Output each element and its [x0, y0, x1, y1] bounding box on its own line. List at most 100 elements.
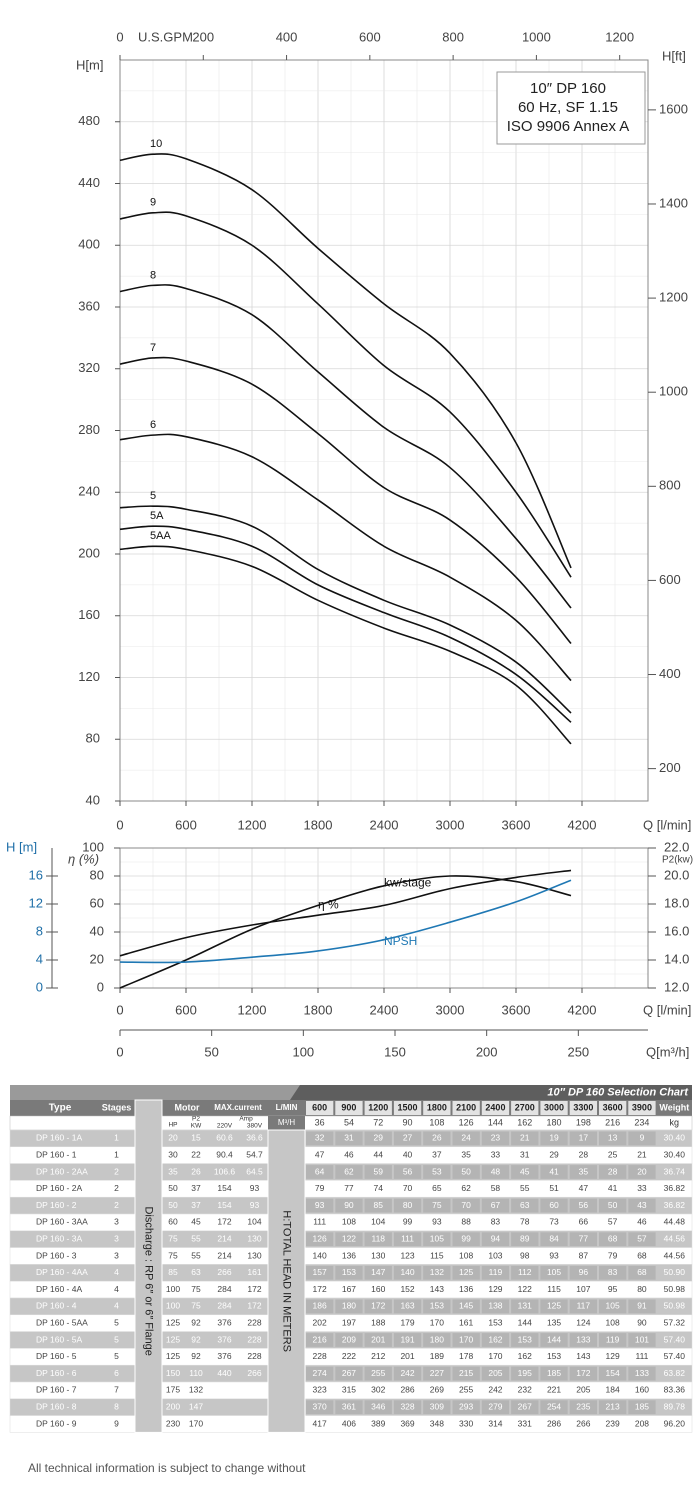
head-cell [423, 1198, 451, 1213]
curve-label: 8 [150, 269, 156, 281]
table-cell: 93 [250, 1183, 260, 1193]
table-cell: 70 [461, 1200, 471, 1210]
table-cell: 75 [191, 1284, 201, 1294]
y-tick-label: 20 [90, 951, 104, 966]
table-cell: 9 [640, 1133, 645, 1143]
table-cell: 221 [547, 1385, 561, 1395]
table-cell: 79 [315, 1183, 325, 1193]
table-cell: 33 [637, 1183, 647, 1193]
table-cell: 361 [342, 1401, 356, 1411]
table-cell: 195 [518, 1368, 532, 1378]
table-cell: 27 [403, 1133, 413, 1143]
table-cell: 417 [313, 1418, 327, 1428]
flow-m3h: 144 [488, 1117, 503, 1127]
table-cell: 153 [342, 1267, 356, 1277]
table-cell: 21 [520, 1133, 530, 1143]
table-cell: 45 [191, 1217, 201, 1227]
table-cell: 175 [166, 1385, 180, 1395]
table-cell: 4 [114, 1267, 119, 1277]
table-cell: 51 [549, 1183, 559, 1193]
table-cell: 140 [313, 1250, 327, 1260]
table-cell: 15 [191, 1133, 201, 1143]
flow-lmin: 600 [312, 1102, 327, 1112]
x-axis-label: Q [l/min] [643, 1002, 691, 1017]
table-cell: 239 [606, 1418, 620, 1428]
table-cell: 4 [114, 1301, 119, 1311]
head-cell [364, 1165, 392, 1179]
table-cell: DP 160 - 6 [36, 1368, 77, 1378]
table-cell: 269 [430, 1385, 444, 1395]
table-cell: 266 [217, 1267, 231, 1277]
x-tick-label: 1200 [238, 1002, 267, 1017]
table-cell: 35 [579, 1166, 589, 1176]
head-cell [599, 1232, 627, 1247]
head-cell [569, 1198, 597, 1213]
flow-header-cell [599, 1101, 627, 1115]
head-cell [306, 1265, 334, 1280]
head-cell [481, 1400, 510, 1415]
table-row [9, 1415, 693, 1433]
table-cell: 184 [606, 1385, 620, 1395]
head-cell [364, 1265, 392, 1280]
table-cell: 83 [491, 1217, 501, 1227]
table-cell: 185 [547, 1368, 561, 1378]
table-cell: 36.74 [664, 1166, 686, 1176]
head-cell [569, 1265, 597, 1280]
y-tick-label: 320 [78, 360, 100, 375]
curve-label: 5 [150, 490, 156, 502]
table-cell: 74 [374, 1183, 384, 1193]
table-cell: 35 [168, 1166, 178, 1176]
table-cell: DP 160 - 1A [36, 1133, 82, 1143]
table-cell: 20 [168, 1133, 178, 1143]
table-cell: 75 [432, 1200, 442, 1210]
flow-header-cell [540, 1101, 568, 1115]
table-cell: 331 [518, 1418, 532, 1428]
table-cell: 63 [520, 1200, 530, 1210]
x2-tick-label: 0 [116, 29, 123, 44]
table-cell: 144 [518, 1317, 532, 1327]
table-cell: 75 [168, 1233, 178, 1243]
head-cell [481, 1131, 510, 1146]
table-cell: 376 [217, 1351, 231, 1361]
table-cell: DP 160 - 4A [36, 1284, 82, 1294]
y-axis-label: H[m] [76, 57, 103, 72]
head-cell [306, 1131, 334, 1146]
table-cell: 83.36 [664, 1385, 686, 1395]
flow-header-cell [335, 1101, 363, 1115]
y2-tick-label: 16.0 [664, 923, 689, 938]
head-cell [306, 1198, 334, 1213]
table-cell: 32 [315, 1133, 325, 1143]
head-cell [511, 1333, 539, 1347]
table-cell: 75 [191, 1301, 201, 1311]
table-cell: 89.78 [664, 1401, 686, 1411]
table-cell: 5 [114, 1334, 119, 1344]
table-cell: 40 [403, 1149, 413, 1159]
table-cell: 89 [520, 1233, 530, 1243]
table-cell: 92 [191, 1351, 201, 1361]
table-cell: 44.56 [664, 1250, 686, 1260]
table-cell: 37 [191, 1183, 201, 1193]
curve [119, 879, 572, 964]
table-cell: 19 [549, 1133, 559, 1143]
vertical-band [267, 1129, 306, 1433]
y2-tick-label: 12.0 [664, 979, 689, 994]
head-cell [481, 1232, 510, 1247]
flow-m3h: 90 [403, 1117, 413, 1127]
curve [119, 869, 572, 957]
table-cell: DP 160 - 3A [36, 1233, 82, 1243]
head-cell [569, 1400, 597, 1415]
table-cell: 95 [608, 1284, 618, 1294]
head-cell [423, 1165, 451, 1179]
table-cell: 162 [488, 1334, 502, 1344]
head-cell [511, 1265, 539, 1280]
head-cell [335, 1400, 363, 1415]
table-cell: DP 160 - 5A [36, 1334, 82, 1344]
flow-m3h: 162 [517, 1117, 532, 1127]
y-tick-label: 120 [78, 669, 100, 684]
x2-tick-label: 400 [276, 29, 298, 44]
table-cell: 328 [400, 1401, 414, 1411]
flow-m3h: 198 [576, 1117, 591, 1127]
table-cell: 50.98 [664, 1301, 686, 1311]
head-cell [335, 1265, 363, 1280]
head-cell [364, 1333, 392, 1347]
